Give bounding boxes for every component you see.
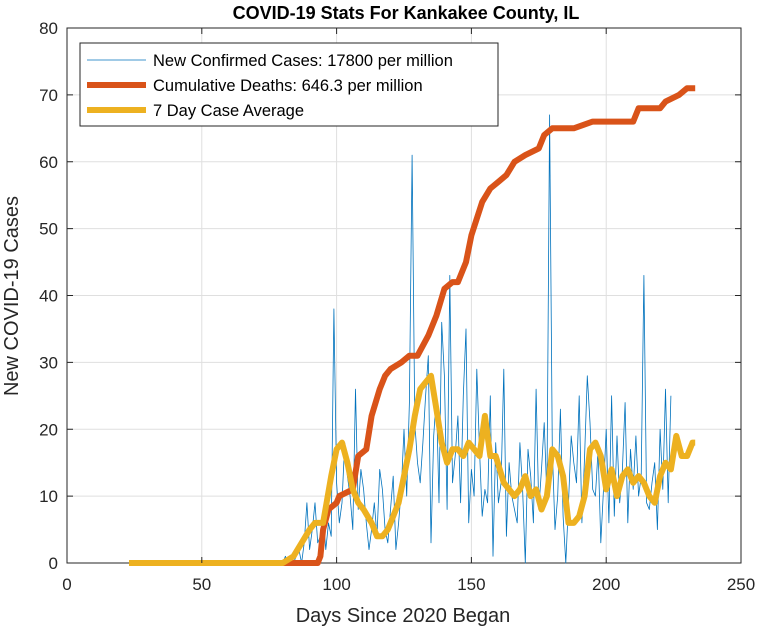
legend-label: Cumulative Deaths: 646.3 per million	[153, 77, 423, 95]
y-tick-label: 70	[39, 86, 58, 105]
y-tick-label: 0	[49, 554, 58, 573]
y-axis-label: New COVID-19 Cases	[1, 196, 23, 396]
y-tick-label: 20	[39, 420, 58, 439]
chart-title: COVID-19 Stats For Kankakee County, IL	[233, 3, 580, 23]
x-tick-label: 200	[592, 575, 620, 594]
legend-label: 7 Day Case Average	[153, 102, 304, 120]
x-tick-label: 250	[727, 575, 755, 594]
series-layer	[129, 85, 696, 566]
y-tick-label: 10	[39, 487, 58, 506]
x-tick-label: 0	[62, 575, 71, 594]
y-tick-label: 30	[39, 353, 58, 372]
x-tick-label: 50	[192, 575, 211, 594]
x-axis-label: Days Since 2020 Began	[296, 605, 511, 627]
y-tick-label: 50	[39, 220, 58, 239]
case-average-line	[129, 372, 696, 566]
legend: New Confirmed Cases: 17800 per million Cu…	[79, 42, 499, 127]
ticks: 0 50 100 150 200 250 0 10 20 30 40 50 60 70 80	[39, 19, 755, 594]
y-tick-label: 80	[39, 19, 58, 38]
legend-box	[79, 42, 499, 127]
x-tick-label: 100	[322, 575, 350, 594]
legend-label: New Confirmed Cases: 17800 per million	[153, 52, 453, 70]
x-tick-label: 150	[457, 575, 485, 594]
y-tick-label: 40	[39, 287, 58, 306]
y-tick-label: 60	[39, 153, 58, 172]
